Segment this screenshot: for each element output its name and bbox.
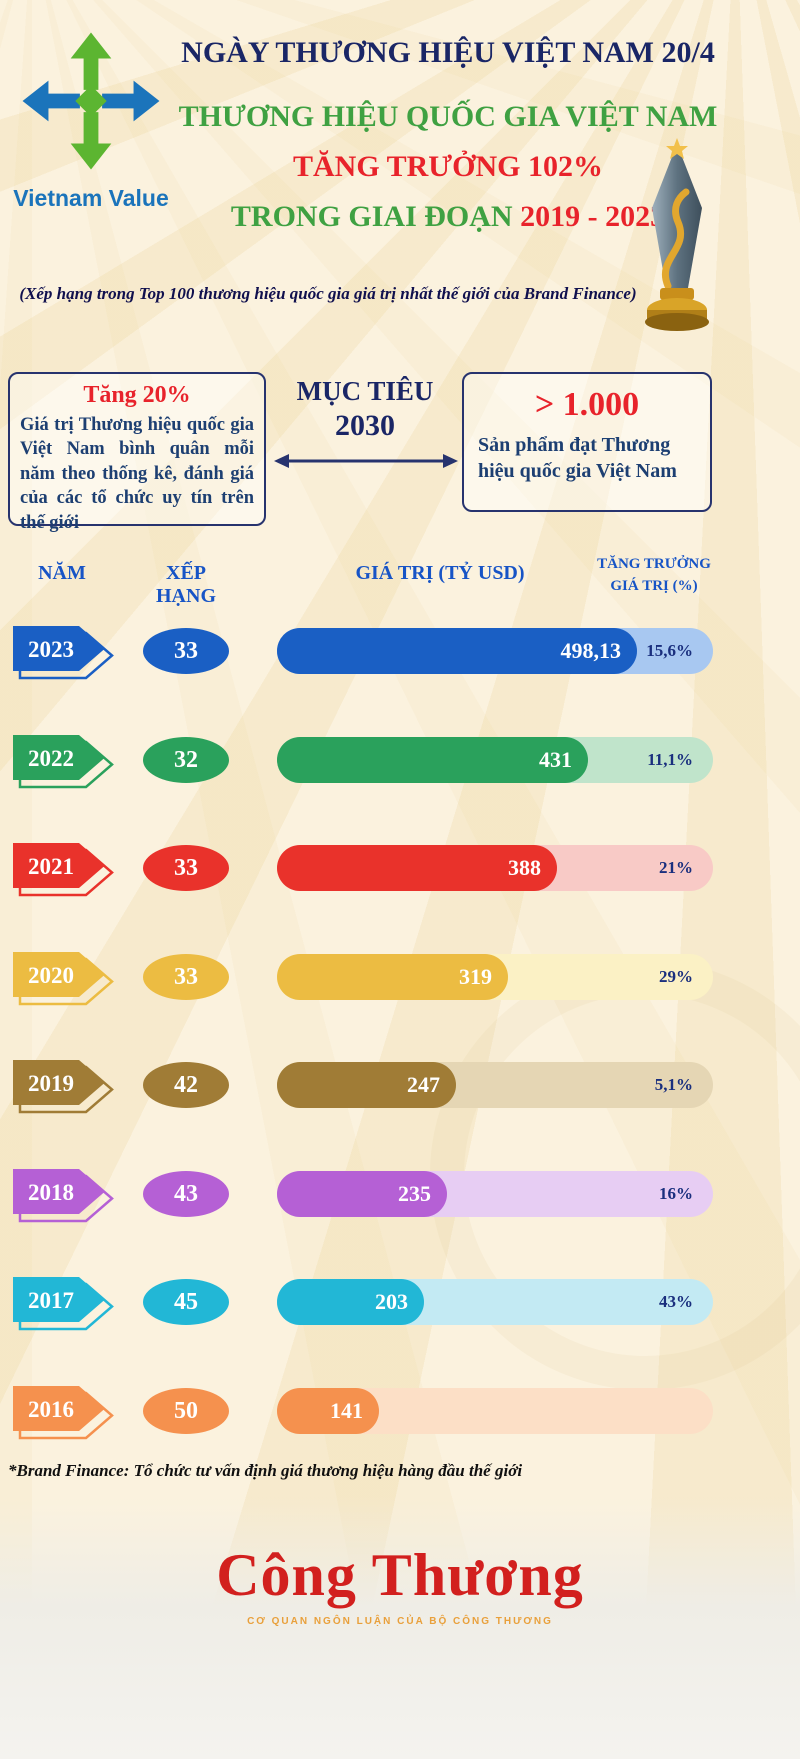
goal-year: 2030 xyxy=(335,409,395,442)
value-bar: 388 xyxy=(277,845,557,891)
growth-label: 21% xyxy=(659,858,693,877)
growth-track: 431 11,1% xyxy=(277,737,713,783)
logo-wordmark: Vietnam Value xyxy=(13,185,169,211)
goal-label: MỤC TIÊU xyxy=(296,376,434,406)
target-products-headline: > 1.000 xyxy=(534,386,640,423)
rank-badge: 42 xyxy=(143,1062,229,1108)
value-label: 319 xyxy=(459,964,492,989)
footnote-label: *Brand Finance: xyxy=(8,1461,130,1480)
year-label: 2022 xyxy=(28,746,74,771)
chart-row: 2016 50 141 xyxy=(0,1385,800,1441)
title-line-4-red: 2019 - 2023 xyxy=(520,200,666,233)
year-tag: 2023 xyxy=(13,626,114,680)
chart-row: 2022 32 431 11,1% xyxy=(0,734,800,790)
year-tag: 2017 xyxy=(13,1277,114,1331)
value-bar: 498,13 xyxy=(277,628,637,674)
growth-label: 5,1% xyxy=(654,1075,693,1094)
year-label: 2020 xyxy=(28,963,74,988)
masthead-brand: Công Thương xyxy=(216,1542,584,1608)
growth-track: 247 5,1% xyxy=(277,1062,713,1108)
masthead-banner: Công Thương CƠ QUAN NGÔN LUẬN CỦA BỘ CÔN… xyxy=(0,1497,800,1759)
rank-badge: 33 xyxy=(143,628,229,674)
year-tag: 2020 xyxy=(13,952,114,1006)
year-tag: 2021 xyxy=(13,843,114,897)
growth-label: 16% xyxy=(659,1184,693,1203)
rank-badge: 50 xyxy=(143,1388,229,1434)
growth-track: 498,13 15,6% xyxy=(277,628,713,674)
target-growth-headline: Tăng 20% xyxy=(83,382,191,408)
chart-row: 2019 42 247 5,1% xyxy=(0,1059,800,1115)
rank-badge: 43 xyxy=(143,1171,229,1217)
column-header-year: NĂM xyxy=(38,562,86,584)
growth-label: 29% xyxy=(659,967,693,986)
value-label: 388 xyxy=(508,855,541,880)
value-label: 247 xyxy=(407,1072,440,1097)
value-bar: 203 xyxy=(277,1279,424,1325)
value-label: 431 xyxy=(539,747,572,772)
double-arrow-icon xyxy=(272,452,460,475)
masthead-tagline: CƠ QUAN NGÔN LUẬN CỦA BỘ CÔNG THƯƠNG xyxy=(247,1616,553,1627)
chart-row: 2021 33 388 21% xyxy=(0,842,800,898)
vietnam-value-logo-icon xyxy=(22,32,160,170)
target-growth-body: Giá trị Thương hiệu quốc gia Việt Nam bì… xyxy=(20,415,254,533)
rank-badge: 45 xyxy=(143,1279,229,1325)
year-label: 2016 xyxy=(28,1397,74,1422)
chart-row: 2020 33 319 29% xyxy=(0,951,800,1007)
growth-track: 235 16% xyxy=(277,1171,713,1217)
trophy-image xyxy=(638,136,716,338)
title-line-4-green: TRONG GIAI ĐOẠN xyxy=(230,200,513,233)
value-label: 203 xyxy=(375,1289,408,1314)
vietnam-value-logo: Vietnam Value xyxy=(10,26,172,212)
title-line-3: TĂNG TRƯỞNG 102% xyxy=(292,150,604,183)
value-bar: 247 xyxy=(277,1062,456,1108)
year-label: 2023 xyxy=(28,637,74,662)
year-label: 2019 xyxy=(28,1071,74,1096)
growth-track: 388 21% xyxy=(277,845,713,891)
year-tag: 2019 xyxy=(13,1060,114,1114)
year-label: 2018 xyxy=(28,1180,74,1205)
footnote-text: Tổ chức tư vấn định giá thương hiệu hàng… xyxy=(129,1461,523,1480)
growth-track: 203 43% xyxy=(277,1279,713,1325)
growth-label: 15,6% xyxy=(646,641,693,660)
rank-badge: 33 xyxy=(143,954,229,1000)
column-header-value: GIÁ TRỊ (TỶ USD) xyxy=(355,562,525,584)
chart-row: 2017 45 203 43% xyxy=(0,1276,800,1332)
rank-badge: 33 xyxy=(143,845,229,891)
footnote: *Brand Finance: Tổ chức tư vấn định giá … xyxy=(8,1461,522,1481)
target-products-body: Sản phẩm đạt Thương hiệu quốc gia Việt N… xyxy=(478,434,677,482)
year-label: 2017 xyxy=(28,1288,74,1313)
growth-label: 11,1% xyxy=(647,750,693,769)
chart-row: 2023 33 498,13 15,6% xyxy=(0,625,800,681)
year-label: 2021 xyxy=(28,854,74,879)
rank-badge: 32 xyxy=(143,737,229,783)
value-bar: 235 xyxy=(277,1171,447,1217)
value-bar: 319 xyxy=(277,954,508,1000)
value-label: 498,13 xyxy=(560,638,622,663)
value-bar: 431 xyxy=(277,737,588,783)
subtitle: (Xếp hạng trong Top 100 thương hiệu quốc… xyxy=(19,284,637,303)
target-box-growth: Tăng 20% Giá trị Thương hiệu quốc gia Vi… xyxy=(8,372,266,533)
title-block: NGÀY THƯƠNG HIỆU VIỆT NAM 20/4 THƯƠNG HI… xyxy=(178,36,718,234)
column-header-rank: XẾP HẠNG xyxy=(156,562,216,607)
title-line-4: TRONG GIAI ĐOẠN 2019 - 2023 xyxy=(178,200,718,234)
value-label: 235 xyxy=(398,1181,431,1206)
year-tag: 2016 xyxy=(13,1386,114,1440)
title-line-2: THƯƠNG HIỆU QUỐC GIA VIỆT NAM xyxy=(178,100,718,133)
value-bar: 141 xyxy=(277,1388,379,1434)
trophy-icon xyxy=(645,138,709,331)
year-tag: 2018 xyxy=(13,1169,114,1223)
column-header-growth: TĂNG TRƯỞNG GIÁ TRỊ (%) xyxy=(597,556,711,594)
goal-2030: MỤC TIÊU 2030 xyxy=(270,376,460,443)
growth-track: 319 29% xyxy=(277,954,713,1000)
title-line-1: NGÀY THƯƠNG HIỆU VIỆT NAM 20/4 xyxy=(181,36,715,69)
growth-label: 43% xyxy=(659,1292,693,1311)
growth-track: 141 xyxy=(277,1388,713,1434)
chart-row: 2018 43 235 16% xyxy=(0,1168,800,1224)
year-tag: 2022 xyxy=(13,735,114,789)
target-box-products: > 1.000 Sản phẩm đạt Thương hiệu quốc gi… xyxy=(462,372,712,512)
value-label: 141 xyxy=(330,1398,363,1423)
